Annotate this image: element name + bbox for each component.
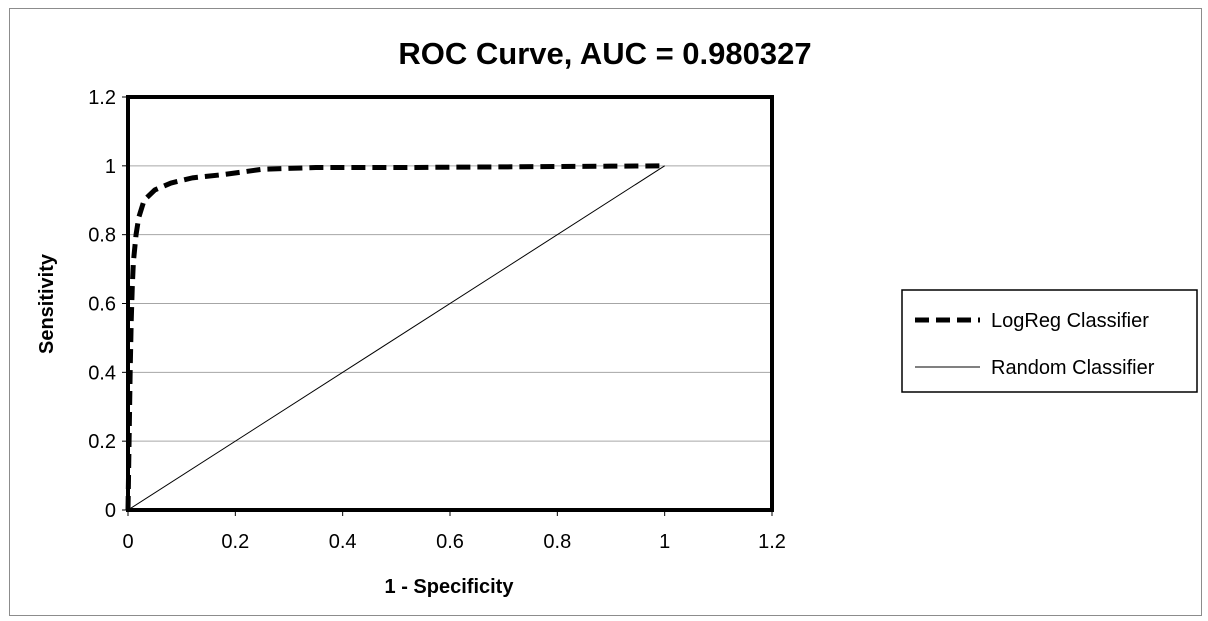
legend-box [901, 289, 1198, 393]
chart-frame [9, 8, 1202, 616]
series-group [125, 163, 665, 511]
x-tick-label: 0.4 [329, 531, 357, 553]
series-random-line [127, 165, 665, 511]
legend-logreg-label: LogReg Classifier [991, 310, 1149, 332]
chart-title: ROC Curve, AUC = 0.980327 [398, 36, 811, 71]
x-tick-labels: 0 0.2 0.4 0.6 0.8 1 1.2 [122, 510, 786, 553]
legend-random-label: Random Classifier [991, 357, 1155, 379]
y-tick-label: 0.2 [88, 431, 116, 453]
x-tick-label: 0.2 [221, 531, 249, 553]
x-tick-label: 1.2 [758, 531, 786, 553]
y-tick-label: 0 [105, 500, 116, 522]
series-logreg-line [125, 163, 665, 511]
x-tick-label: 0.8 [543, 531, 571, 553]
y-tick-label: 1 [105, 156, 116, 178]
legend: LogReg Classifier Random Classifier [901, 289, 1198, 393]
y-axis-title: Sensitivity [36, 253, 58, 354]
y-tick-label: 0.6 [88, 294, 116, 316]
y-tick-label: 1.2 [88, 87, 116, 109]
x-tick-label: 0.6 [436, 531, 464, 553]
x-tick-label: 0 [122, 531, 133, 553]
y-tick-label: 0.4 [88, 362, 116, 384]
y-tick-label: 0.8 [88, 225, 116, 247]
y-tick-labels: 0 0.2 0.4 0.6 0.8 1 1.2 [88, 87, 128, 522]
x-tick-label: 1 [659, 531, 670, 553]
x-axis-title: 1 - Specificity [385, 576, 515, 598]
